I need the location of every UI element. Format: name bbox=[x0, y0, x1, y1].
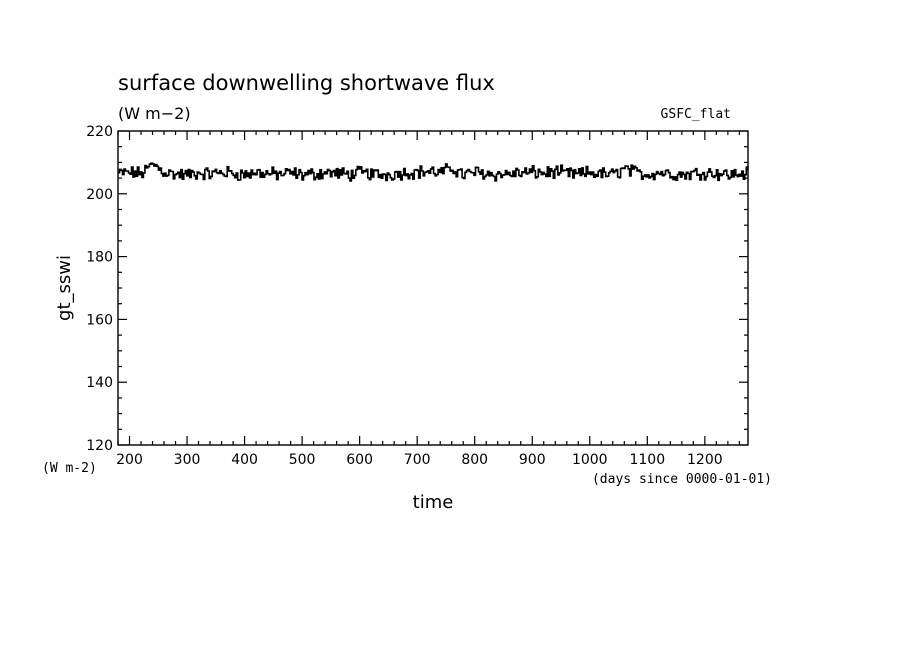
y-tick-label: 200 bbox=[86, 187, 113, 203]
x-tick-label: 800 bbox=[461, 452, 488, 468]
x-tick-label: 200 bbox=[116, 452, 143, 468]
dataset-label: GSFC_flat bbox=[661, 107, 731, 122]
x-tick-labels: 200 300 400 500 600 700 800 900 1000 1100 1200 bbox=[116, 452, 723, 468]
y-axis-label: gt_sswi bbox=[54, 255, 75, 321]
y-tick-label: 180 bbox=[86, 250, 113, 266]
y-tick-label: 120 bbox=[86, 438, 113, 454]
y-tick-label: 160 bbox=[86, 312, 113, 328]
axis-ticks bbox=[117, 130, 748, 446]
x-axis-label: time bbox=[413, 492, 454, 513]
x-tick-label: 1200 bbox=[687, 452, 723, 468]
y-axis-units: (W m-2) bbox=[42, 461, 97, 476]
y-tick-labels: 120 140 160 180 200 220 bbox=[86, 124, 113, 454]
y-tick-label: 140 bbox=[86, 375, 113, 391]
x-axis-units: (days since 0000-01-01) bbox=[592, 472, 772, 487]
chart-title: surface downwelling shortwave flux bbox=[118, 71, 495, 95]
x-tick-label: 900 bbox=[519, 452, 546, 468]
x-tick-label: 500 bbox=[289, 452, 316, 468]
x-tick-label: 600 bbox=[346, 452, 373, 468]
y-tick-label: 220 bbox=[86, 124, 113, 140]
series-line bbox=[118, 162, 749, 182]
x-tick-label: 1000 bbox=[572, 452, 608, 468]
x-tick-label: 1100 bbox=[629, 452, 665, 468]
x-tick-label: 700 bbox=[404, 452, 431, 468]
chart-units: (W m−2) bbox=[118, 104, 191, 123]
x-tick-label: 400 bbox=[231, 452, 258, 468]
x-tick-label: 300 bbox=[174, 452, 201, 468]
